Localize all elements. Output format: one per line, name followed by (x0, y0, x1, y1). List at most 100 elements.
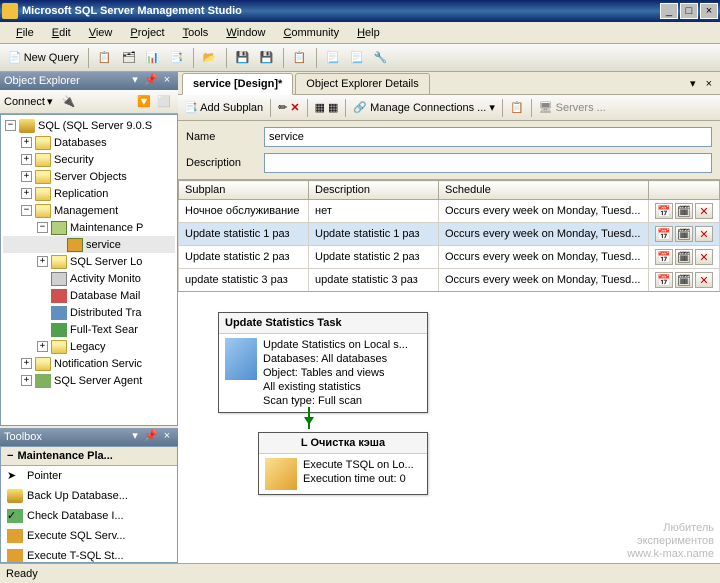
menu-edit[interactable]: Edit (44, 24, 79, 42)
desc-input[interactable] (264, 153, 712, 173)
schedule-edit-icon[interactable]: 📅 (655, 203, 673, 219)
toolbox-pointer[interactable]: ➤Pointer (1, 466, 177, 486)
menu-help[interactable]: Help (349, 24, 388, 42)
toolbox-header: Toolbox ▾ 📌 × (0, 428, 178, 446)
schedule-del-icon[interactable]: ✕ (695, 203, 713, 219)
tree-sql-agent[interactable]: +SQL Server Agent (3, 372, 175, 389)
menu-project[interactable]: Project (122, 24, 172, 42)
toolbar-icon-2[interactable]: 🗂 (118, 47, 140, 69)
tree-replication[interactable]: +Replication (3, 185, 175, 202)
panel-pushpin-icon[interactable]: 📌 (144, 74, 158, 88)
toolbar-icon-6[interactable]: 📃 (322, 47, 344, 69)
grid2-icon[interactable]: ▦ (328, 101, 338, 114)
toolbox-body: −Maintenance Pla... ➤Pointer Back Up Dat… (0, 446, 178, 563)
maximize-button[interactable]: □ (680, 3, 698, 19)
save-button[interactable]: 💾 (232, 47, 254, 69)
close-button[interactable]: × (700, 3, 718, 19)
save-all-button[interactable]: 💾 (256, 47, 278, 69)
toolbox-backup[interactable]: Back Up Database... (1, 486, 177, 506)
delete-icon[interactable]: ✕ (290, 101, 299, 114)
tree-management[interactable]: −Management (3, 202, 175, 219)
title-bar: Microsoft SQL Server Management Studio _… (0, 0, 720, 22)
report-icon[interactable]: 📋 (510, 101, 524, 114)
tree-service[interactable]: service (3, 236, 175, 253)
toolbox-execute-sql[interactable]: Execute SQL Serv... (1, 526, 177, 546)
toolbox-pushpin-icon[interactable]: 📌 (144, 430, 158, 444)
design-toolbar: 📑 Add Subplan ✏ ✕ ▦ ▦ 🔗 Manage Connectio… (178, 95, 720, 121)
toolbar-icon-8[interactable]: 🔧 (370, 47, 392, 69)
tab-oe-details[interactable]: Object Explorer Details (295, 73, 430, 94)
table-row[interactable]: Ночное обслуживаниенетOccurs every week … (179, 200, 720, 223)
connect-button[interactable]: Connect (4, 96, 45, 108)
tree-distributed-tr[interactable]: Distributed Tra (3, 304, 175, 321)
servers-button[interactable]: 🖥 Servers ... (539, 101, 606, 114)
toolbar-icon-4[interactable]: 📑 (166, 47, 188, 69)
subplan-grid[interactable]: Subplan Description Schedule Ночное обсл… (178, 180, 720, 292)
tree-databases[interactable]: +Databases (3, 134, 175, 151)
schedule-cal-icon[interactable]: 🗓 (675, 249, 693, 265)
table-row[interactable]: Update statistic 1 разUpdate statistic 1… (179, 223, 720, 246)
task-update-statistics[interactable]: Update Statistics Task Update Statistics… (218, 312, 428, 413)
toolbox-pin-icon[interactable]: ▾ (128, 430, 142, 444)
schedule-cal-icon[interactable]: 🗓 (675, 272, 693, 288)
menu-window[interactable]: Window (218, 24, 273, 42)
menu-tools[interactable]: Tools (175, 24, 217, 42)
toolbox-execute-tsql[interactable]: Execute T-SQL St... (1, 546, 177, 563)
oe-filter-icon[interactable]: 🔽 (134, 92, 154, 112)
schedule-del-icon[interactable]: ✕ (695, 272, 713, 288)
panel-pin-icon[interactable]: ▾ (128, 74, 142, 88)
toolbox-category[interactable]: −Maintenance Pla... (1, 447, 177, 466)
edit-icon[interactable]: ✏ (278, 101, 287, 114)
tree-sql-server-logs[interactable]: +SQL Server Lo (3, 253, 175, 270)
schedule-edit-icon[interactable]: 📅 (655, 226, 673, 242)
col-desc[interactable]: Description (309, 181, 439, 200)
name-input[interactable] (264, 127, 712, 147)
col-subplan[interactable]: Subplan (179, 181, 309, 200)
tab-close-icon[interactable]: × (702, 74, 716, 94)
oe-refresh-icon[interactable]: 🔌 (59, 92, 79, 112)
toolbar-icon-3[interactable]: 📊 (142, 47, 164, 69)
add-subplan-button[interactable]: 📑 Add Subplan (184, 101, 263, 114)
grid-icon[interactable]: ▦ (315, 101, 325, 114)
toolbar-icon-7[interactable]: 📃 (346, 47, 368, 69)
toolbox-close-icon[interactable]: × (160, 430, 174, 444)
schedule-edit-icon[interactable]: 📅 (655, 249, 673, 265)
toolbar-icon-5[interactable]: 📋 (289, 47, 311, 69)
tree-notification[interactable]: +Notification Servic (3, 355, 175, 372)
tab-dropdown-icon[interactable]: ▾ (686, 73, 700, 94)
schedule-cal-icon[interactable]: 🗓 (675, 226, 693, 242)
col-schedule[interactable]: Schedule (439, 181, 649, 200)
new-query-button[interactable]: 📄New Query (4, 47, 83, 69)
tree-activity-monitor[interactable]: Activity Monito (3, 270, 175, 287)
table-row[interactable]: Update statistic 2 разUpdate statistic 2… (179, 246, 720, 269)
open-button[interactable]: 📂 (199, 47, 221, 69)
object-explorer-tree[interactable]: −SQL (SQL Server 9.0.S +Databases +Secur… (0, 114, 178, 426)
menu-file[interactable]: File (8, 24, 42, 42)
schedule-del-icon[interactable]: ✕ (695, 226, 713, 242)
tree-security[interactable]: +Security (3, 151, 175, 168)
toolbar-icon-1[interactable]: 📋 (94, 47, 116, 69)
tree-legacy[interactable]: +Legacy (3, 338, 175, 355)
minimize-button[interactable]: _ (660, 3, 678, 19)
schedule-edit-icon[interactable]: 📅 (655, 272, 673, 288)
tree-maintenance-plans[interactable]: −Maintenance P (3, 219, 175, 236)
toolbox-check[interactable]: ✓Check Database I... (1, 506, 177, 526)
manage-connections-button[interactable]: 🔗 Manage Connections ... ▾ (353, 101, 495, 114)
tree-root[interactable]: −SQL (SQL Server 9.0.S (3, 117, 175, 134)
table-row[interactable]: update statistic 3 разupdate statistic 3… (179, 269, 720, 292)
tree-database-mail[interactable]: Database Mail (3, 287, 175, 304)
connector-arrow[interactable] (308, 407, 310, 429)
main-toolbar: 📄New Query 📋 🗂 📊 📑 📂 💾 💾 📋 📃 📃 🔧 (0, 44, 720, 72)
design-canvas[interactable]: Update Statistics Task Update Statistics… (178, 292, 720, 563)
name-label: Name (186, 131, 256, 143)
tree-server-objects[interactable]: +Server Objects (3, 168, 175, 185)
panel-close-icon[interactable]: × (160, 74, 174, 88)
tab-design[interactable]: service [Design]* (182, 73, 293, 95)
tree-fulltext[interactable]: Full-Text Sear (3, 321, 175, 338)
schedule-cal-icon[interactable]: 🗓 (675, 203, 693, 219)
menu-community[interactable]: Community (275, 24, 347, 42)
menu-view[interactable]: View (81, 24, 121, 42)
schedule-del-icon[interactable]: ✕ (695, 249, 713, 265)
oe-stop-icon[interactable]: ⬜ (154, 92, 174, 112)
task-clear-cache[interactable]: L Очистка кэша Execute TSQL on Lo... Exe… (258, 432, 428, 495)
